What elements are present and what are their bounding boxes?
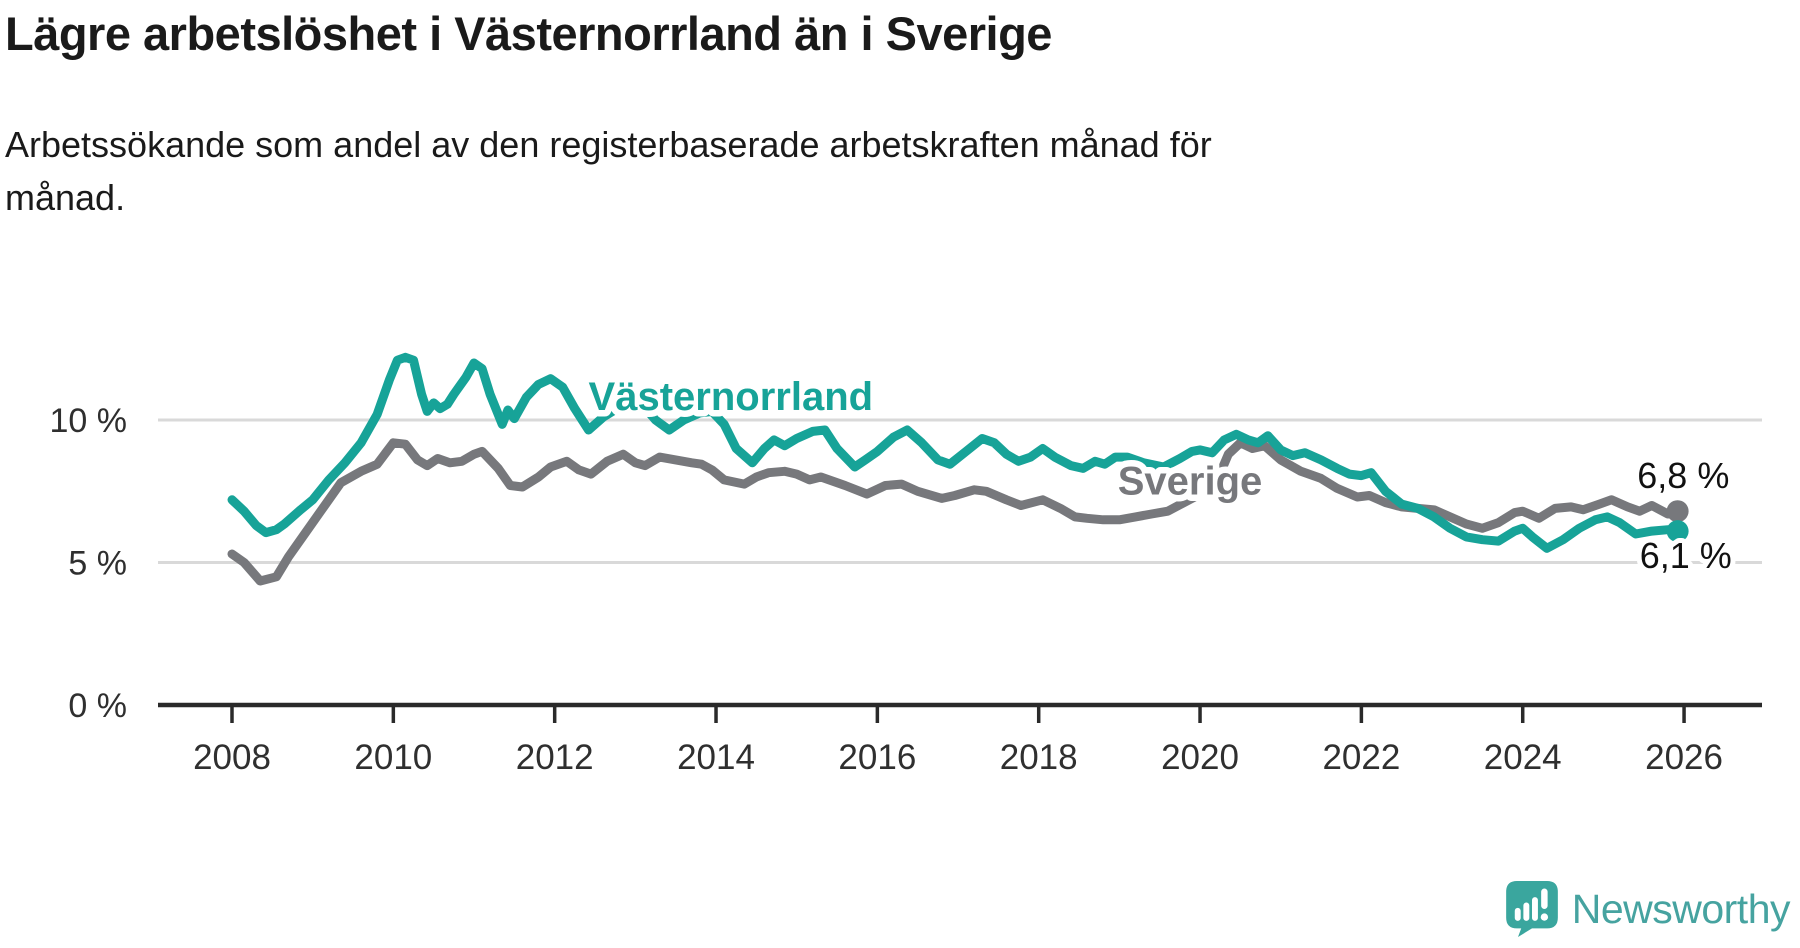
series-line-vasternorrland: [227, 352, 1683, 553]
end-value-label-sverige: 6,8 %: [1637, 455, 1729, 496]
newsworthy-logo-text: Newsworthy: [1571, 885, 1791, 932]
series-label-sverige: Sverige: [1118, 459, 1263, 503]
x-axis-label-2014: 2014: [677, 738, 755, 777]
chart-subtitle-line1: Arbetssökande som andel av den registerb…: [5, 124, 1212, 165]
x-axis-label-2012: 2012: [516, 738, 594, 777]
chart-subtitle-line2: månad.: [5, 177, 126, 218]
newsworthy-logo-icon: [1505, 881, 1558, 937]
x-axis-label-2020: 2020: [1161, 738, 1239, 777]
series-end-dot-vasternorrland: [1666, 520, 1689, 543]
chart-title: Lägre arbetslöshet i Västernorrland än i…: [5, 7, 1052, 60]
newsworthy-logo: Newsworthy: [1505, 880, 1791, 938]
y-axis-label-10: 10 %: [50, 402, 128, 440]
y-axis-label-0: 0 %: [68, 687, 127, 725]
end-value-label-vasternorrland: 6,1 %: [1640, 535, 1732, 576]
x-axis-label-2010: 2010: [354, 738, 432, 777]
chart-subtitle: Arbetssökande som andel av den registerb…: [5, 118, 1212, 224]
x-axis-label-2008: 2008: [193, 738, 271, 777]
series-label-vasternorrland: Västernorrland: [589, 375, 874, 419]
x-axis-label-2024: 2024: [1484, 738, 1562, 777]
series-line-sverige: [227, 438, 1683, 586]
series-end-dot-sverige: [1666, 500, 1689, 523]
x-axis-label-2018: 2018: [1000, 738, 1078, 777]
y-axis-label-5: 5 %: [68, 545, 127, 583]
x-axis-label-2026: 2026: [1645, 738, 1723, 777]
x-axis-label-2016: 2016: [838, 738, 916, 777]
x-axis-label-2022: 2022: [1322, 738, 1400, 777]
